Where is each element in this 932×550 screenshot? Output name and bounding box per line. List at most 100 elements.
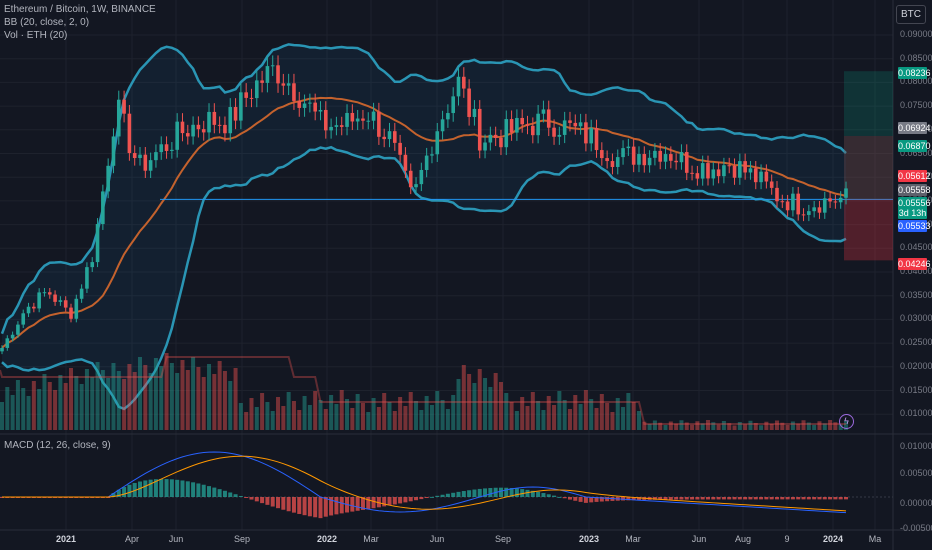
macd-histogram-bar: [769, 497, 774, 500]
candle-body: [562, 120, 567, 135]
candle-body: [626, 146, 631, 149]
candle-body: [254, 80, 259, 99]
macd-histogram-bar: [812, 497, 817, 500]
volume-bar: [753, 423, 758, 430]
candle-body: [716, 169, 721, 177]
volume-bar: [116, 371, 121, 430]
volume-bar: [493, 373, 498, 430]
symbol-legend[interactable]: Ethereum / Bitcoin, 1W, BINANCE: [4, 4, 156, 15]
candle-body: [753, 168, 758, 183]
volume-legend[interactable]: Vol · ETH (20): [4, 30, 68, 41]
macd-histogram-bar: [456, 491, 461, 497]
volume-bar: [419, 410, 424, 430]
time-axis-label: Sep: [233, 534, 251, 544]
macd-histogram-bar: [440, 494, 445, 497]
macd-histogram-bar: [318, 497, 323, 519]
volume-bar: [583, 390, 588, 430]
candle-body: [780, 201, 785, 203]
macd-histogram-bar: [291, 497, 296, 513]
candle-body: [42, 292, 47, 294]
candle-body: [249, 97, 254, 99]
macd-legend[interactable]: MACD (12, 26, close, 9): [4, 440, 111, 451]
macd-histogram-bar: [196, 483, 201, 497]
candle-body: [462, 76, 466, 89]
bollinger-fill: [2, 44, 846, 409]
candle-body: [345, 112, 349, 127]
candle-body: [722, 165, 726, 177]
volume-bar: [376, 407, 381, 430]
macd-histogram-bar: [663, 497, 668, 500]
candle-body: [642, 154, 647, 166]
volume-bar: [774, 420, 779, 430]
macd-histogram-bar: [626, 497, 631, 501]
volume-bar: [143, 365, 148, 430]
candle-body: [223, 124, 227, 134]
time-axis-label: 2024: [822, 534, 844, 544]
currency-button[interactable]: BTC: [896, 5, 926, 24]
macd-histogram-bar: [806, 497, 811, 500]
candle-body: [515, 117, 519, 133]
macd-histogram-bar: [721, 497, 726, 500]
volume-bar: [716, 424, 721, 430]
candle-body: [127, 113, 132, 154]
volume-bar: [270, 411, 275, 430]
price-tag: 0.05612: [898, 170, 931, 182]
macd-histogram-bar: [323, 497, 328, 517]
macd-histogram-bar: [674, 497, 679, 500]
lightning-icon[interactable]: ϟ: [839, 414, 854, 429]
volume-bar: [31, 381, 36, 430]
candle-body: [228, 107, 233, 134]
volume-bar: [281, 406, 286, 430]
candle-body: [101, 191, 105, 225]
macd-histogram-bar: [562, 497, 567, 499]
candle-body: [239, 92, 243, 121]
volume-bar: [53, 390, 58, 430]
macd-histogram-bar: [844, 497, 848, 500]
time-axis-label: 9: [784, 534, 790, 544]
volume-bar: [222, 371, 227, 430]
candle-body: [764, 171, 769, 182]
macd-histogram-bar: [376, 497, 381, 508]
volume-bar: [615, 398, 620, 430]
macd-histogram-bar: [684, 497, 689, 500]
candle-body: [207, 111, 211, 133]
candle-body: [440, 119, 445, 132]
candle-body: [833, 201, 838, 203]
macd-histogram-bar: [191, 482, 196, 497]
macd-histogram-bar: [414, 497, 419, 501]
bollinger-legend[interactable]: BB (20, close, 2, 0): [4, 17, 90, 28]
macd-histogram-bar: [790, 497, 795, 500]
volume-bar: [37, 389, 42, 430]
candle-body: [191, 124, 195, 137]
macd-histogram-bar: [371, 497, 376, 509]
volume-bar: [530, 392, 535, 430]
macd-histogram-bar: [748, 497, 753, 500]
macd-histogram-bar: [541, 493, 546, 497]
volume-ma: [0, 356, 846, 425]
volume-bar: [153, 358, 158, 430]
macd-histogram-bar: [286, 497, 291, 512]
time-axis-label: Ma: [868, 534, 882, 544]
candle-body: [424, 155, 429, 170]
volume-bar: [509, 402, 514, 430]
macd-histogram-bar: [520, 489, 525, 497]
candle-body: [318, 109, 323, 112]
candle-body: [700, 163, 705, 179]
volume-bar: [69, 368, 74, 430]
macd-histogram-bar: [668, 497, 673, 500]
candle-body: [456, 76, 461, 97]
candle-body: [669, 154, 673, 161]
candle-body: [769, 181, 774, 188]
candle-body: [5, 338, 10, 348]
macd-histogram-bar: [339, 497, 344, 514]
candle-body: [74, 298, 79, 319]
macd-histogram-bar: [785, 497, 790, 500]
volume-bar: [90, 377, 95, 430]
macd-histogram-bar: [207, 486, 212, 497]
volume-bar: [207, 364, 212, 430]
macd-histogram-bar: [138, 481, 143, 497]
candle-body: [323, 109, 328, 131]
macd-histogram-bar: [467, 490, 472, 497]
candle-body: [201, 129, 206, 133]
